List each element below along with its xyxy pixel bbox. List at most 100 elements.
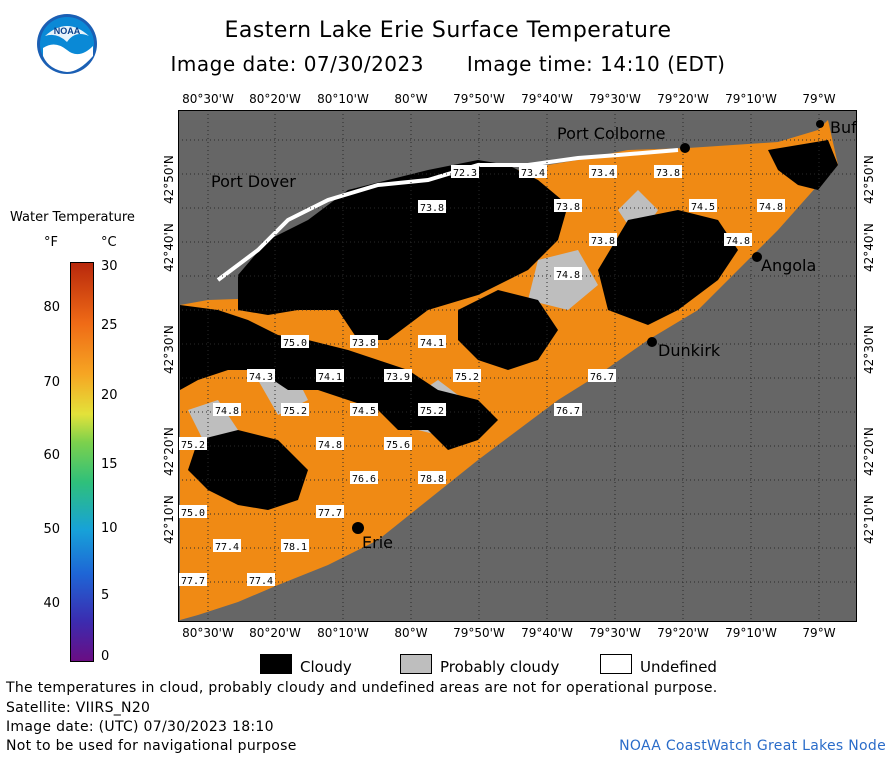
- longitude-label: 79°W: [802, 92, 836, 106]
- svg-text:74.5: 74.5: [691, 202, 715, 213]
- celsius-tick: 5: [101, 588, 110, 603]
- temperature-label: 73.8: [350, 335, 378, 349]
- svg-text:73.4: 73.4: [591, 168, 615, 179]
- map-frame: [178, 110, 857, 622]
- svg-text:73.4: 73.4: [521, 168, 545, 179]
- fahrenheit-tick: 40: [43, 596, 60, 611]
- svg-text:73.8: 73.8: [591, 236, 615, 247]
- latitude-label: 42°20'N: [162, 427, 176, 476]
- celsius-tick: 10: [101, 521, 118, 536]
- temperature-label: 75.6: [384, 437, 412, 451]
- legend-c-unit: °C: [101, 235, 117, 250]
- svg-text:74.8: 74.8: [759, 202, 783, 213]
- svg-text:74.8: 74.8: [726, 236, 750, 247]
- svg-text:75.2: 75.2: [181, 440, 205, 451]
- temperature-label: 74.8: [316, 437, 344, 451]
- svg-text:NOAA: NOAA: [54, 26, 81, 36]
- svg-text:75.2: 75.2: [420, 406, 444, 417]
- city-label: Angola: [761, 256, 817, 275]
- cloud-mass-southwest: [188, 430, 308, 510]
- celsius-tick: 0: [101, 649, 110, 664]
- fahrenheit-tick: 70: [43, 375, 60, 390]
- fahrenheit-tick: 60: [43, 448, 60, 463]
- key-probably-cloudy-label: Probably cloudy: [440, 658, 560, 676]
- legend-title: Water Temperature: [10, 210, 135, 225]
- latitude-label: 42°10'N: [862, 495, 876, 544]
- longitude-label: 80°10'W: [317, 626, 369, 640]
- svg-text:74.1: 74.1: [420, 338, 444, 349]
- city-marker-erie: [352, 522, 364, 534]
- temperature-label: 75.2: [418, 403, 446, 417]
- temperature-label: 75.0: [179, 505, 207, 519]
- temperature-label: 73.8: [589, 233, 617, 247]
- city-label: Buf: [830, 118, 857, 137]
- longitude-label: 79°10'W: [725, 626, 777, 640]
- svg-text:73.8: 73.8: [420, 203, 444, 214]
- latitude-label: 42°30'N: [862, 325, 876, 374]
- temperature-label: 77.7: [179, 573, 207, 587]
- temperature-label: 75.0: [281, 335, 309, 349]
- latitude-label: 42°40'N: [162, 223, 176, 272]
- graticule: [178, 110, 857, 622]
- legend-f-unit: °F: [44, 235, 58, 250]
- longitude-label: 80°10'W: [317, 92, 369, 106]
- longitude-label: 79°10'W: [725, 92, 777, 106]
- temperature-label: 74.1: [316, 369, 344, 383]
- svg-text:73.8: 73.8: [352, 338, 376, 349]
- temperature-label: 74.8: [554, 267, 582, 281]
- fahrenheit-tick: 80: [43, 300, 60, 315]
- temperature-label: 73.8: [654, 165, 682, 179]
- cloud-mass-northeast: [768, 140, 838, 190]
- temperature-label: 78.8: [418, 471, 446, 485]
- temperature-label: 73.9: [384, 369, 412, 383]
- svg-text:74.5: 74.5: [352, 406, 376, 417]
- svg-text:73.9: 73.9: [386, 372, 410, 383]
- navigation-note: Not to be used for navigational purpose: [6, 738, 297, 754]
- temperature-label: 73.8: [418, 200, 446, 214]
- svg-text:77.4: 77.4: [215, 542, 239, 553]
- city-label: Erie: [362, 533, 393, 552]
- temperature-label: 77.4: [247, 573, 275, 587]
- longitude-label: 79°50'W: [453, 626, 505, 640]
- key-undefined-label: Undefined: [640, 658, 717, 676]
- temperature-label: 74.3: [247, 369, 275, 383]
- longitude-label: 79°20'W: [657, 626, 709, 640]
- svg-text:74.8: 74.8: [318, 440, 342, 451]
- longitude-label: 79°50'W: [453, 92, 505, 106]
- svg-text:75.6: 75.6: [386, 440, 410, 451]
- latitude-label: 42°50'N: [862, 155, 876, 204]
- longitude-label: 79°W: [802, 626, 836, 640]
- city-label: Dunkirk: [658, 341, 721, 360]
- temperature-label: 76.6: [350, 471, 378, 485]
- svg-text:73.8: 73.8: [656, 168, 680, 179]
- image-time: Image time: 14:10 (EDT): [466, 52, 726, 76]
- key-undefined-swatch: [600, 654, 632, 674]
- temperature-label: 77.7: [316, 505, 344, 519]
- temperature-label: 77.4: [213, 539, 241, 553]
- cloud-mass-east: [598, 210, 738, 325]
- latitude-label: 42°20'N: [862, 427, 876, 476]
- temperature-label: 75.2: [281, 403, 309, 417]
- longitude-label: 80°30'W: [182, 626, 234, 640]
- color-scale-bar: [70, 262, 94, 662]
- temperature-label: 78.1: [281, 539, 309, 553]
- svg-text:78.8: 78.8: [420, 474, 444, 485]
- svg-text:76.6: 76.6: [352, 474, 376, 485]
- temperature-label: 74.1: [418, 335, 446, 349]
- longitude-label: 80°W: [394, 92, 428, 106]
- key-cloudy-swatch: [260, 654, 292, 674]
- undefined-edge: [216, 148, 679, 282]
- city-marker-buffalo: [816, 120, 824, 128]
- svg-text:75.2: 75.2: [283, 406, 307, 417]
- city-marker-angola: [752, 252, 762, 262]
- svg-text:76.7: 76.7: [590, 372, 614, 383]
- temperature-label: 76.7: [588, 369, 616, 383]
- temperature-label: 73.4: [519, 165, 547, 179]
- temperature-label: 73.4: [589, 165, 617, 179]
- city-label: Port Dover: [211, 172, 296, 191]
- city-label: Port Colborne: [557, 124, 666, 143]
- temperature-map: 72.3 73.4 73.4 73.8 73.8 73.8 74.5 74.8 73.8 74.8…: [178, 110, 857, 622]
- svg-text:77.7: 77.7: [181, 576, 205, 587]
- temperature-label: 73.8: [554, 199, 582, 213]
- temperature-label: 74.5: [689, 199, 717, 213]
